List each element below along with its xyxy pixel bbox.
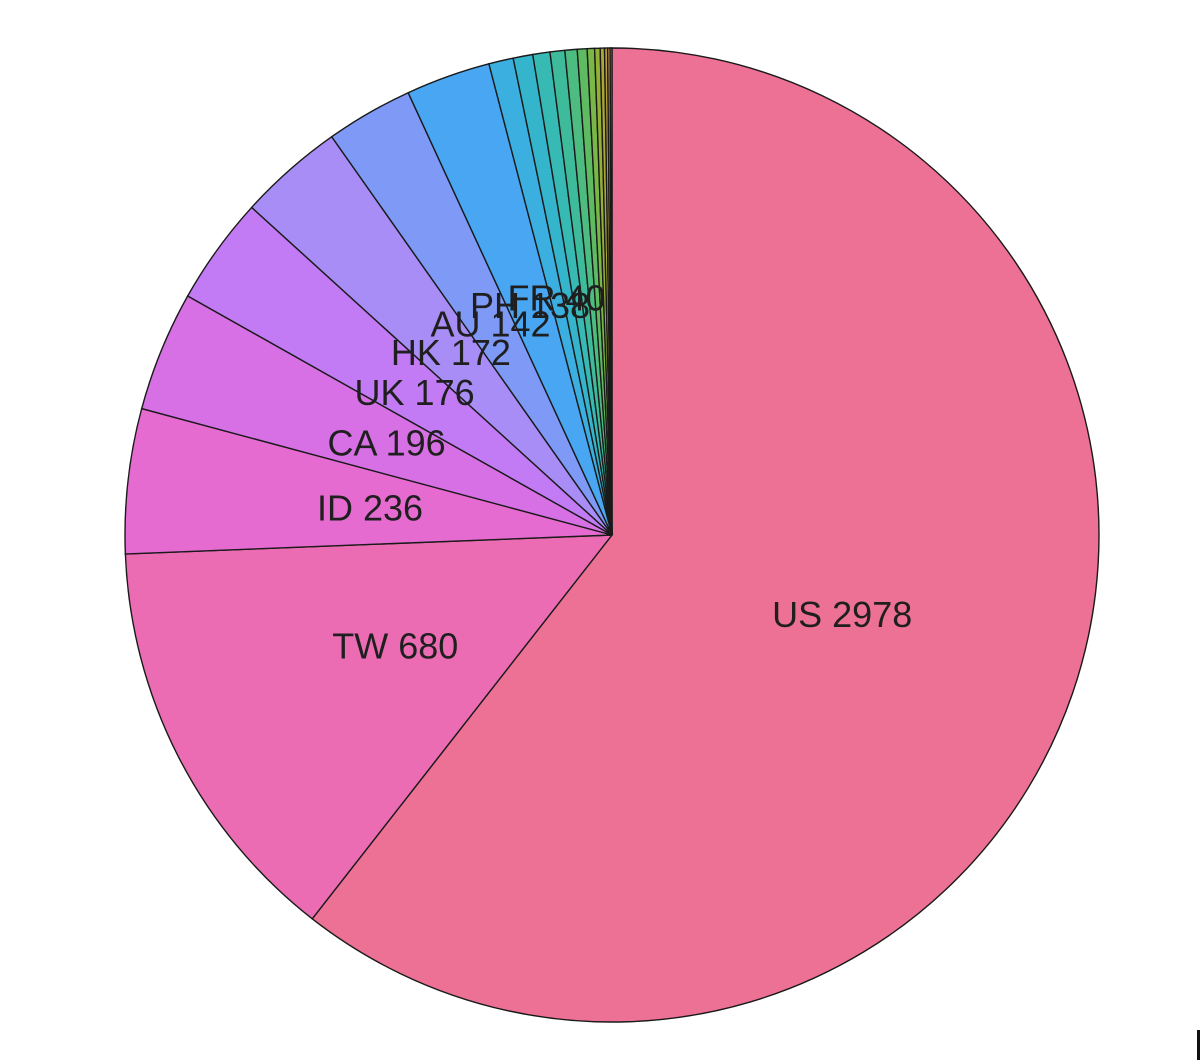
slice-label-id: ID 236 (317, 487, 423, 528)
edge-mark (1197, 1030, 1200, 1060)
slice-label-uk: UK 176 (355, 372, 475, 413)
pie-slices (124, 47, 1100, 1023)
slice-label-us: US 2978 (772, 594, 912, 635)
pie-slice-us (311, 47, 1100, 1023)
slice-label-tw: TW 680 (332, 626, 458, 667)
pie-slice-tw (124, 534, 614, 920)
slice-label-hk: HK 172 (391, 332, 511, 373)
slice-label-ca: CA 196 (328, 422, 446, 463)
pie-slice-19 (609, 47, 613, 536)
slice-label-fr: FR 40 (507, 277, 605, 318)
slice-label-ph: PH 138 (470, 285, 590, 326)
slice-label-au: AU 142 (430, 304, 550, 345)
